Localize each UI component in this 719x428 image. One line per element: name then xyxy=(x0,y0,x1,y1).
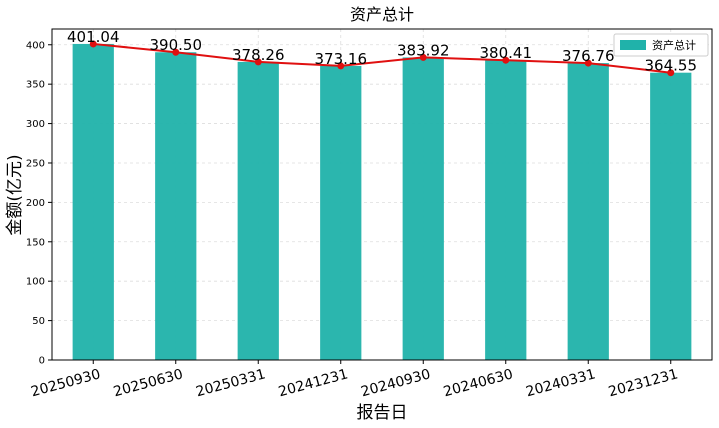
legend-box xyxy=(613,33,709,57)
legend-swatch xyxy=(620,40,646,50)
data-label: 390.50 xyxy=(150,36,203,54)
data-label: 376.76 xyxy=(562,47,615,65)
bar xyxy=(72,43,114,360)
trend-point xyxy=(254,58,262,66)
data-label: 380.41 xyxy=(480,44,533,62)
bar xyxy=(155,52,197,360)
bar xyxy=(320,65,362,361)
bar xyxy=(650,72,692,360)
trend-point xyxy=(419,53,427,61)
label-layer: 401.04 390.50 378.26 373.16 383.92 380.41 376.… xyxy=(67,28,697,75)
y-tick-label: 50 xyxy=(32,316,45,327)
y-tick-label: 400 xyxy=(26,40,45,51)
trend-point xyxy=(337,62,345,70)
bar xyxy=(402,57,444,360)
data-label: 373.16 xyxy=(315,50,368,68)
data-label: 383.92 xyxy=(397,41,450,59)
y-tick-label: 100 xyxy=(26,277,45,288)
trend-point xyxy=(172,48,180,56)
bar xyxy=(567,63,609,360)
y-axis-label: 金额(亿元) xyxy=(5,154,25,235)
y-tick-label: 200 xyxy=(26,198,45,209)
y-tick-label: 150 xyxy=(26,237,45,248)
legend: 资产总计 xyxy=(613,33,709,57)
trend-line xyxy=(93,42,671,74)
data-label: 378.26 xyxy=(232,46,285,64)
y-tick-label: 250 xyxy=(26,158,45,169)
y-tick-label: 300 xyxy=(26,119,45,130)
bar-layer xyxy=(72,43,692,361)
bar xyxy=(485,60,527,361)
plot-frame xyxy=(51,28,713,361)
y-tick-label: 350 xyxy=(26,80,45,91)
bar xyxy=(237,61,279,361)
line-layer xyxy=(89,40,675,77)
trend-point xyxy=(584,59,592,67)
data-label: 364.55 xyxy=(645,57,698,75)
chart-title: 资产总计 xyxy=(350,5,414,24)
legend-label: 资产总计 xyxy=(652,38,696,52)
x-axis-label: 报告日 xyxy=(357,403,408,423)
trend-point xyxy=(667,69,675,77)
data-label: 401.04 xyxy=(67,28,120,46)
y-tick-label: 0 xyxy=(39,356,45,367)
trend-point xyxy=(89,40,97,48)
trend-point xyxy=(502,56,510,64)
